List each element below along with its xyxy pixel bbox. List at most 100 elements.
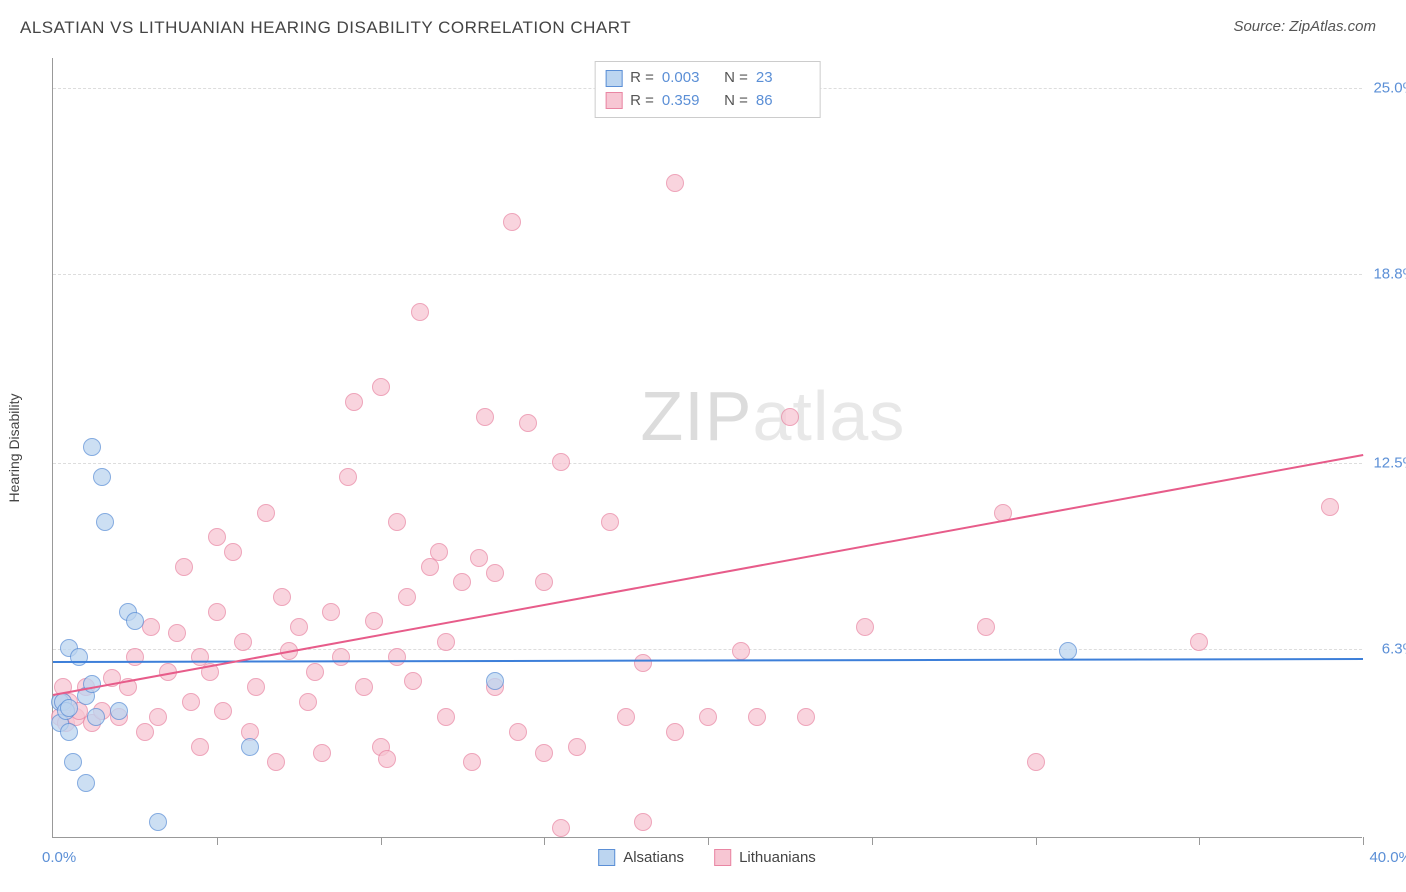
lithuanians-point bbox=[699, 708, 717, 726]
x-tick bbox=[872, 837, 873, 845]
lithuanians-point bbox=[322, 603, 340, 621]
lithuanians-point bbox=[503, 213, 521, 231]
x-tick bbox=[708, 837, 709, 845]
lithuanians-point bbox=[365, 612, 383, 630]
x-tick bbox=[381, 837, 382, 845]
lithuanians-point bbox=[234, 633, 252, 651]
lithuanians-point bbox=[509, 723, 527, 741]
gridline bbox=[53, 649, 1362, 650]
stats-row: R = 0.003 N = 23 bbox=[605, 67, 806, 90]
lithuanians-point bbox=[388, 648, 406, 666]
lithuanians-point bbox=[388, 513, 406, 531]
lithuanians-point bbox=[299, 693, 317, 711]
lithuanians-point bbox=[355, 678, 373, 696]
lithuanians-point bbox=[1321, 498, 1339, 516]
lithuanians-point bbox=[267, 753, 285, 771]
alsatians-point bbox=[149, 813, 167, 831]
lithuanians-point bbox=[977, 618, 995, 636]
y-tick-label: 18.8% bbox=[1373, 266, 1406, 283]
bottom-legend: Alsatians Lithuanians bbox=[598, 849, 816, 866]
lithuanians-point bbox=[634, 654, 652, 672]
alsatians-swatch-icon bbox=[605, 70, 622, 87]
alsatians-point bbox=[70, 648, 88, 666]
alsatians-point bbox=[486, 672, 504, 690]
lithuanians-point bbox=[568, 738, 586, 756]
lithuanians-point bbox=[519, 414, 537, 432]
alsatians-point bbox=[77, 774, 95, 792]
chart-header: ALSATIAN VS LITHUANIAN HEARING DISABILIT… bbox=[0, 0, 1406, 48]
lithuanians-point bbox=[856, 618, 874, 636]
lithuanians-point bbox=[453, 573, 471, 591]
legend-label: Lithuanians bbox=[739, 849, 816, 866]
lithuanians-point bbox=[601, 513, 619, 531]
lithuanians-point bbox=[149, 708, 167, 726]
lithuanians-point bbox=[313, 744, 331, 762]
lithuanians-point bbox=[552, 819, 570, 837]
lithuanians-point bbox=[208, 528, 226, 546]
plot-area: ZIPatlas 6.3%12.5%18.8%25.0%R = 0.003 N … bbox=[52, 58, 1362, 838]
y-axis-label: Hearing Disability bbox=[6, 394, 22, 503]
lithuanians-point bbox=[1027, 753, 1045, 771]
lithuanians-swatch-icon bbox=[605, 92, 622, 109]
lithuanians-point bbox=[290, 618, 308, 636]
lithuanians-point bbox=[257, 504, 275, 522]
lithuanians-point bbox=[404, 672, 422, 690]
x-tick bbox=[217, 837, 218, 845]
lithuanians-point bbox=[398, 588, 416, 606]
legend-item: Alsatians bbox=[598, 849, 684, 866]
lithuanians-point bbox=[476, 408, 494, 426]
watermark: ZIPatlas bbox=[641, 376, 906, 456]
gridline bbox=[53, 274, 1362, 275]
gridline bbox=[53, 463, 1362, 464]
lithuanians-point bbox=[126, 648, 144, 666]
alsatians-swatch-icon bbox=[598, 849, 615, 866]
lithuanians-point bbox=[617, 708, 635, 726]
lithuanians-point bbox=[797, 708, 815, 726]
alsatians-point bbox=[87, 708, 105, 726]
lithuanians-point bbox=[224, 543, 242, 561]
alsatians-point bbox=[93, 468, 111, 486]
lithuanians-point bbox=[339, 468, 357, 486]
x-tick bbox=[544, 837, 545, 845]
lithuanians-point bbox=[486, 564, 504, 582]
y-tick-label: 25.0% bbox=[1373, 80, 1406, 97]
lithuanians-swatch-icon bbox=[714, 849, 731, 866]
alsatians-point bbox=[83, 438, 101, 456]
lithuanians-point bbox=[345, 393, 363, 411]
alsatians-point bbox=[126, 612, 144, 630]
legend-item: Lithuanians bbox=[714, 849, 816, 866]
legend-label: Alsatians bbox=[623, 849, 684, 866]
lithuanians-point bbox=[1190, 633, 1208, 651]
n-label: N = bbox=[720, 67, 748, 90]
stats-row: R = 0.359 N = 86 bbox=[605, 90, 806, 113]
chart-title: ALSATIAN VS LITHUANIAN HEARING DISABILIT… bbox=[20, 18, 631, 38]
alsatians-point bbox=[241, 738, 259, 756]
y-tick-label: 6.3% bbox=[1382, 641, 1406, 658]
x-tick bbox=[1036, 837, 1037, 845]
lithuanians-point bbox=[142, 618, 160, 636]
r-label: R = bbox=[630, 67, 654, 90]
r-value: 0.359 bbox=[662, 90, 712, 113]
lithuanians-point bbox=[136, 723, 154, 741]
n-label: N = bbox=[720, 90, 748, 113]
lithuanians-point bbox=[552, 453, 570, 471]
lithuanians-point bbox=[430, 543, 448, 561]
lithuanians-point bbox=[470, 549, 488, 567]
lithuanians-point bbox=[372, 378, 390, 396]
lithuanians-point bbox=[182, 693, 200, 711]
lithuanians-point bbox=[437, 708, 455, 726]
alsatians-point bbox=[110, 702, 128, 720]
lithuanians-point bbox=[781, 408, 799, 426]
lithuanians-point bbox=[666, 723, 684, 741]
lithuanians-point bbox=[732, 642, 750, 660]
lithuanians-point bbox=[437, 633, 455, 651]
lithuanians-point bbox=[666, 174, 684, 192]
lithuanians-point bbox=[748, 708, 766, 726]
chart-source: Source: ZipAtlas.com bbox=[1233, 18, 1376, 35]
lithuanians-point bbox=[332, 648, 350, 666]
r-label: R = bbox=[630, 90, 654, 113]
r-value: 0.003 bbox=[662, 67, 712, 90]
lithuanians-point bbox=[463, 753, 481, 771]
x-axis-min-label: 0.0% bbox=[42, 849, 76, 866]
lithuanians-point bbox=[421, 558, 439, 576]
